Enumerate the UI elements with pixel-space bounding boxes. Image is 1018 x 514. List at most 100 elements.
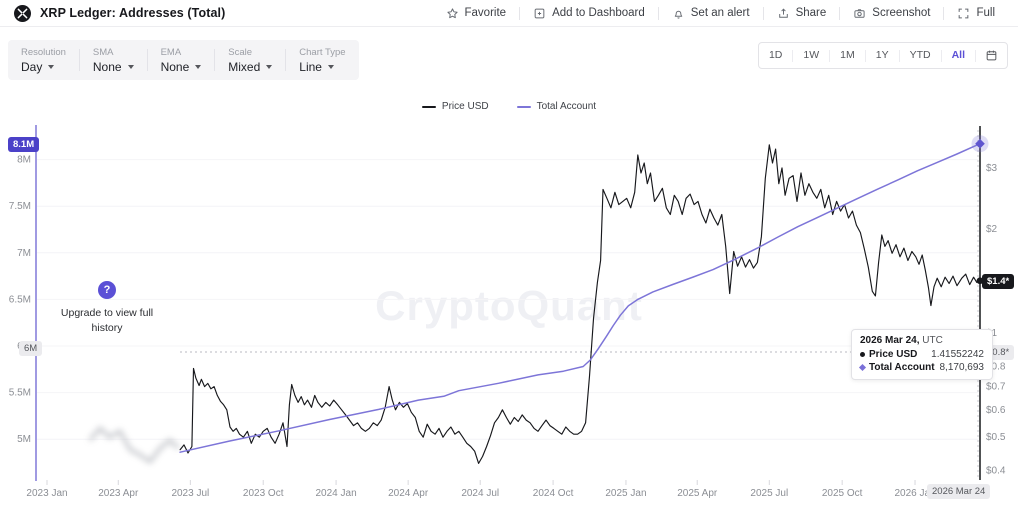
share-icon <box>777 7 790 20</box>
right-axis-tick-label: $0.6 <box>986 405 1006 416</box>
screenshot-button[interactable]: Screenshot <box>840 7 943 20</box>
x-axis-tick-label: 2023 Apr <box>98 488 139 499</box>
left-axis-tick-label: 5M <box>17 434 31 445</box>
x-axis-tick-label: 2024 Jul <box>461 488 499 499</box>
header-divider <box>519 6 521 20</box>
left-axis-tick-label: 7.5M <box>9 201 31 212</box>
resolution-dropdown[interactable]: Resolution Day <box>21 47 66 74</box>
crosshair-date-badge: 2026 Mar 24 <box>927 484 991 500</box>
range-option-1y[interactable]: 1Y <box>875 49 889 61</box>
range-divider <box>829 49 831 62</box>
sma-dropdown[interactable]: SMA None <box>80 43 147 77</box>
header-divider <box>943 6 945 20</box>
calendar-icon[interactable] <box>976 49 1007 62</box>
toolbar-divider <box>285 49 287 71</box>
camera-icon <box>853 7 866 20</box>
right-axis-tick-label: $2 <box>986 224 998 235</box>
total-last-value-badge: 8.1M <box>8 137 40 153</box>
chart-tooltip: 2026 Mar 24, UTC Price USD 1.41552242 Tota… <box>851 329 993 380</box>
scale-dropdown[interactable]: Scale Mixed <box>215 43 285 77</box>
favorite-button[interactable]: Favorite <box>433 7 520 20</box>
header: XRP Ledger: Addresses (Total) Favorite Ad… <box>0 0 1018 27</box>
x-axis-tick-label: 2023 Jan <box>26 488 67 499</box>
toolbar-divider <box>78 49 80 71</box>
range-divider <box>975 49 976 62</box>
range-option-ytd[interactable]: YTD <box>909 49 931 61</box>
range-selector: 1D 1W 1M 1Y YTD All <box>757 42 1008 69</box>
total-diamond-marker <box>858 363 867 372</box>
question-icon[interactable]: ? <box>98 281 116 299</box>
chevron-down-icon <box>327 65 334 69</box>
range-option-all[interactable]: All <box>951 49 965 61</box>
left-axis-tick-label: 5.5M <box>9 388 31 399</box>
range-option-1m[interactable]: 1M <box>840 49 855 61</box>
header-divider <box>839 6 841 20</box>
cryptoquant-watermark: CryptoQuant <box>375 282 643 329</box>
tooltip-row-total-account: Total Account 8,170,693 <box>858 362 984 373</box>
dashboard-add-icon <box>533 7 546 20</box>
legend-item-total-account[interactable]: Total Account <box>516 101 596 112</box>
x-axis-tick-label: 2025 Oct <box>822 488 863 499</box>
left-axis-tick-label: 7M <box>17 248 31 259</box>
full-button[interactable]: Full <box>944 7 1008 20</box>
x-axis-tick-label: 2023 Jul <box>171 488 209 499</box>
toolbar-divider <box>146 49 148 71</box>
x-axis-tick-label: 2025 Jul <box>750 488 788 499</box>
range-option-1d[interactable]: 1D <box>768 49 783 61</box>
crosshair-left-value-badge: 6M <box>19 341 43 357</box>
chart-type-dropdown[interactable]: Chart Type Line <box>299 47 346 74</box>
price-last-value-badge: $1.4* <box>982 274 1015 290</box>
set-an-alert-button[interactable]: Set an alert <box>659 7 763 20</box>
range-divider <box>898 49 900 62</box>
right-axis-tick-label: $3 <box>986 163 998 174</box>
left-axis-tick-label: 6.5M <box>9 294 31 305</box>
tooltip-date: 2026 Mar 24, UTC <box>860 335 943 346</box>
star-icon <box>446 7 459 20</box>
range-divider <box>792 49 794 62</box>
price-usd-line <box>179 144 981 464</box>
upgrade-text[interactable]: Upgrade to view full history <box>60 307 154 334</box>
x-axis-tick-label: 2024 Oct <box>533 488 574 499</box>
left-axis-tick-label: 8M <box>17 155 31 166</box>
chevron-down-icon <box>266 65 273 69</box>
tooltip-row-price-usd: Price USD 1.41552242 <box>860 349 984 360</box>
toolbar-divider <box>214 49 216 71</box>
chevron-down-icon <box>195 65 202 69</box>
upgrade-notice: ? Upgrade to view full history <box>42 280 172 335</box>
legend-swatch <box>516 105 531 108</box>
total-account-line <box>179 142 981 453</box>
range-divider <box>940 49 942 62</box>
expand-icon <box>957 7 970 20</box>
header-actions: Favorite Add to Dashboard Set an alert Shar… <box>433 6 1008 20</box>
chevron-down-icon <box>48 65 55 69</box>
xrp-logo-icon <box>14 4 31 22</box>
range-divider <box>864 49 866 62</box>
x-axis-tick-label: 2024 Jan <box>316 488 357 499</box>
x-axis-tick-label: 2025 Apr <box>677 488 718 499</box>
price-end-dot-marker <box>976 277 984 285</box>
locked-preview-line <box>88 426 180 464</box>
chevron-down-icon <box>127 65 134 69</box>
right-axis-tick-label: $0.4 <box>986 466 1006 477</box>
x-axis-tick-label: 2024 Apr <box>388 488 429 499</box>
range-option-1w[interactable]: 1W <box>803 49 820 61</box>
page-title: XRP Ledger: Addresses (Total) <box>40 6 226 20</box>
metric-toolbar: Resolution Day SMA None EMA None Scale Mixed Cha… <box>8 40 359 80</box>
chart-legend: Price USD Total Account <box>0 101 1018 112</box>
header-divider <box>657 6 659 20</box>
right-axis-tick-label: $0.5 <box>986 432 1006 443</box>
share-button[interactable]: Share <box>764 7 840 20</box>
bell-icon <box>672 7 685 20</box>
price-dot-marker <box>860 352 865 357</box>
legend-swatch <box>421 105 436 108</box>
x-axis-tick-label: 2025 Jan <box>605 488 646 499</box>
right-axis-tick-label: $0.8 <box>986 362 1006 373</box>
ema-dropdown[interactable]: EMA None <box>148 43 215 77</box>
x-axis-tick-label: 2026 Jan <box>894 488 935 499</box>
x-axis-tick-label: 2023 Oct <box>243 488 284 499</box>
add-to-dashboard-button[interactable]: Add to Dashboard <box>520 7 658 20</box>
legend-item-price-usd[interactable]: Price USD <box>421 101 489 112</box>
header-divider <box>762 6 764 20</box>
